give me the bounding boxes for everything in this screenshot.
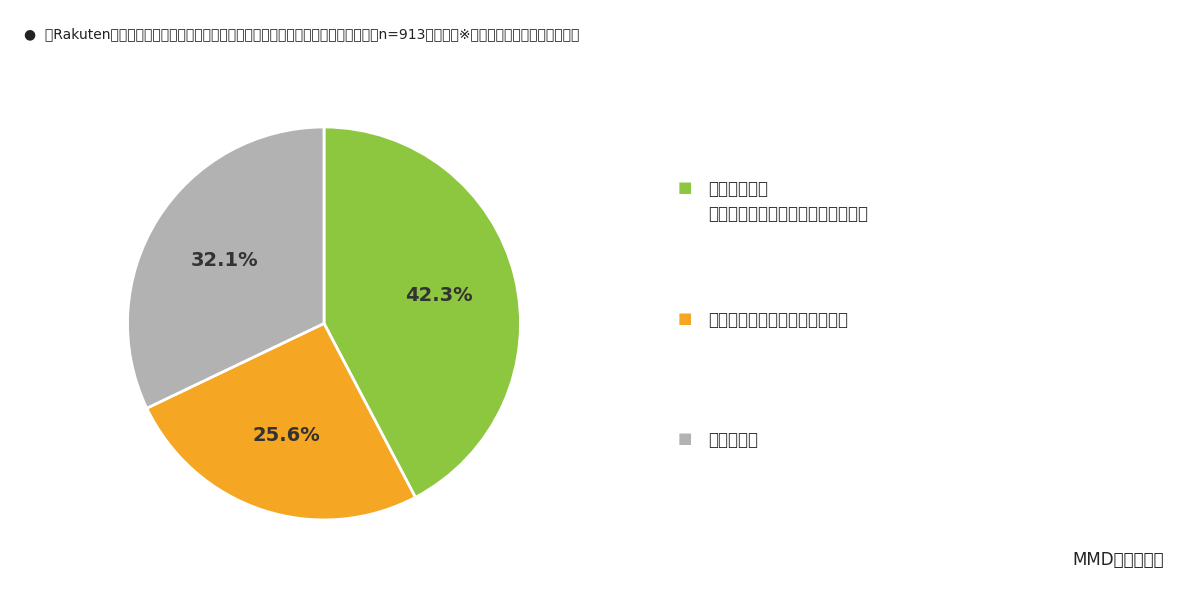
Text: 25.6%: 25.6% — [253, 426, 320, 445]
Wedge shape — [146, 323, 415, 520]
Text: 発表前から乗り換え予定だった: 発表前から乗り換え予定だった — [708, 311, 848, 329]
Wedge shape — [324, 127, 521, 497]
Text: ■: ■ — [678, 180, 692, 195]
Text: 42.3%: 42.3% — [404, 286, 473, 305]
Text: MMD研究所調べ: MMD研究所調べ — [1073, 551, 1164, 569]
Text: ■: ■ — [678, 311, 692, 326]
Wedge shape — [127, 127, 324, 409]
Text: ●  「Rakuten最強プラン」発表が楽天モバイルへの乗り換え意向に影響があったか（n=913、単数）※楽天モバイル乗り換え検討者: ● 「Rakuten最強プラン」発表が楽天モバイルへの乗り換え意向に影響があった… — [24, 27, 580, 41]
Text: 32.1%: 32.1% — [191, 251, 258, 270]
Text: 発表を受けて
楽天モバイルに乗り換えたくなった: 発表を受けて 楽天モバイルに乗り換えたくなった — [708, 180, 868, 223]
Text: 分からない: 分からない — [708, 431, 758, 449]
Text: ■: ■ — [678, 431, 692, 446]
